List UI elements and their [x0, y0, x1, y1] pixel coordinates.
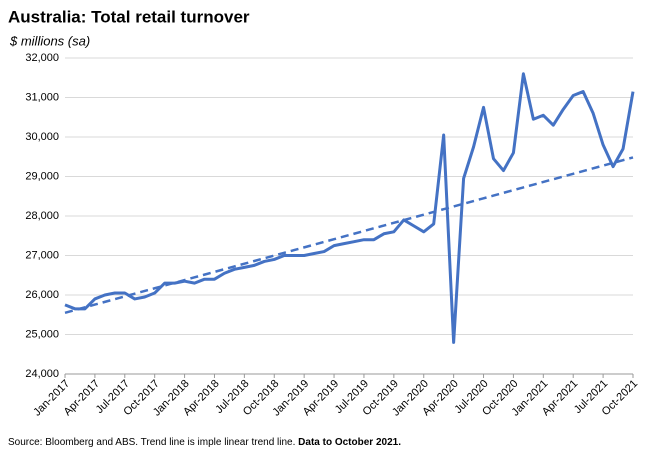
y-tick-label: 30,000	[25, 131, 59, 143]
y-tick-label: 31,000	[25, 91, 59, 103]
note: Data to October 2021.	[298, 437, 401, 448]
source: Source: Bloomberg and ABS. Trend line is…	[8, 437, 295, 448]
y-tick-label: 24,000	[25, 368, 59, 380]
trend-line	[64, 156, 634, 314]
y-tick-label: 26,000	[25, 289, 59, 301]
y-tick-label: 28,000	[25, 210, 59, 222]
data-line	[64, 72, 635, 344]
y-tick-label: 27,000	[25, 249, 59, 261]
y-tick-label: 29,000	[25, 170, 59, 182]
footnote: Source: Bloomberg and ABS. Trend line is…	[8, 437, 401, 448]
y-tick-label: 25,000	[25, 328, 59, 340]
chart-title: Australia: Total retail turnover	[8, 7, 250, 26]
chart-subtitle: $ millions (sa)	[9, 33, 90, 48]
y-tick-label: 32,000	[25, 52, 59, 64]
